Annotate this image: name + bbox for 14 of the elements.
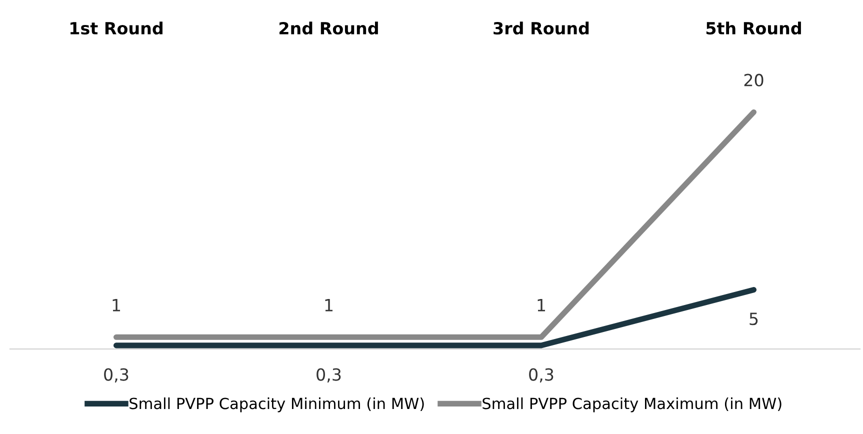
data-label: 1	[325, 299, 333, 312]
data-label: 0,3	[529, 368, 554, 383]
x-tick-label: 3rd Round	[494, 22, 589, 35]
data-label: 0,3	[316, 368, 341, 383]
data-label: 0,3	[104, 368, 128, 383]
x-tick-label: 2nd Round	[280, 22, 378, 35]
data-label: 5	[750, 312, 758, 326]
x-tick-label: 1st Round	[70, 22, 162, 35]
data-label: 1	[112, 299, 120, 312]
data-label: 1	[538, 299, 546, 312]
data-label: 20	[744, 74, 764, 86]
legend-label: Small PVPP Capacity Maximum (in MW)	[482, 397, 782, 412]
legend-label: Small PVPP Capacity Minimum (in MW)	[130, 397, 424, 412]
x-tick-label: 5th Round	[706, 22, 801, 35]
